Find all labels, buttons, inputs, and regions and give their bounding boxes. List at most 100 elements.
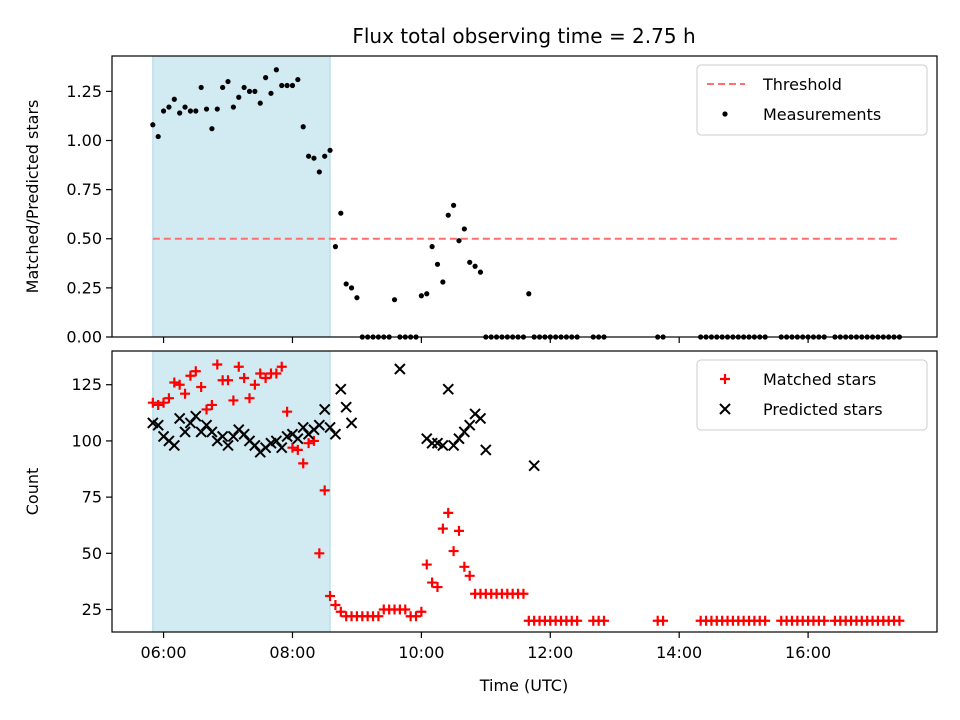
data-point — [400, 604, 411, 615]
data-point — [440, 279, 446, 285]
data-point — [477, 269, 484, 275]
y-tick-label: 1.00 — [66, 131, 102, 150]
data-point — [289, 82, 296, 89]
data-point — [424, 291, 430, 297]
data-point — [155, 133, 161, 140]
data-point — [236, 94, 242, 100]
data-point — [426, 437, 438, 449]
data-point — [480, 444, 492, 456]
data-point — [212, 359, 223, 370]
legend-swatch — [720, 374, 730, 384]
bottom-panel: 25 50 75 100 125 06:00 08:00 10:00 12:00 14:00 16:… — [23, 350, 938, 662]
data-point — [222, 439, 234, 452]
y-tick-label: 1.25 — [66, 82, 102, 101]
data-point — [345, 417, 358, 429]
legend-label: Predicted stars — [763, 400, 883, 419]
data-point — [325, 591, 336, 602]
data-point — [448, 546, 459, 557]
data-point — [241, 84, 247, 91]
legend: Threshold Measurements — [696, 64, 928, 136]
x-tick-label: 08:00 — [269, 643, 315, 662]
data-point — [313, 419, 326, 431]
data-point — [173, 412, 186, 425]
data-point — [223, 375, 234, 386]
x-tick-label: 16:00 — [785, 643, 831, 662]
data-point — [292, 432, 304, 445]
data-point — [418, 293, 424, 299]
data-point — [526, 291, 532, 297]
data-point — [472, 263, 478, 269]
data-point — [572, 615, 583, 626]
y-tick-label: 0.50 — [66, 229, 102, 248]
data-point — [340, 401, 352, 413]
data-point — [168, 439, 181, 452]
y-tick-label: 0.25 — [66, 278, 102, 297]
data-point — [147, 397, 158, 408]
data-point — [461, 226, 467, 232]
data-point — [308, 435, 319, 446]
data-point — [158, 397, 169, 408]
data-point — [332, 244, 339, 250]
data-point — [282, 406, 293, 417]
data-point — [416, 606, 427, 617]
plot-frame — [111, 55, 938, 338]
data-point — [160, 108, 167, 114]
data-point — [464, 419, 476, 431]
data-point — [442, 383, 454, 395]
data-point — [263, 75, 269, 81]
data-point — [255, 368, 266, 379]
y-tick-label: 100 — [71, 431, 102, 450]
legend-label: Threshold — [762, 75, 842, 94]
y-tick-label: 0.75 — [66, 180, 102, 199]
y-tick-label: 75 — [82, 488, 102, 507]
data-point — [284, 82, 290, 89]
data-point — [456, 238, 462, 244]
data-point — [292, 444, 303, 455]
data-point — [193, 108, 199, 114]
data-point — [271, 368, 282, 379]
data-point — [391, 297, 398, 303]
data-point — [894, 615, 905, 626]
data-point — [273, 67, 279, 73]
data-point — [276, 361, 287, 372]
data-point — [152, 419, 164, 431]
highlight-band — [152, 55, 331, 338]
data-point — [187, 108, 194, 114]
data-point — [203, 106, 210, 112]
data-point — [177, 110, 183, 116]
data-point — [322, 153, 328, 159]
data-point — [421, 559, 432, 570]
data-point — [209, 126, 215, 132]
data-point — [216, 430, 229, 443]
data-point — [268, 90, 274, 96]
data-point — [260, 372, 271, 383]
data-point — [445, 212, 451, 218]
data-point — [658, 615, 669, 626]
legend-label: Matched stars — [763, 370, 876, 389]
legend-box — [696, 64, 928, 136]
data-point — [598, 615, 609, 626]
data-point — [316, 169, 322, 175]
top-panel: 0.00 0.25 0.50 0.75 1.00 1.25 Matched/Predicte… — [23, 55, 938, 347]
data-point — [760, 615, 771, 626]
data-point — [220, 84, 226, 91]
data-point — [180, 388, 191, 399]
data-point — [427, 577, 438, 588]
data-point — [233, 361, 244, 372]
data-point — [437, 439, 449, 452]
data-point — [153, 399, 164, 410]
data-point — [314, 548, 325, 559]
data-point — [239, 372, 250, 383]
data-point — [354, 295, 360, 301]
data-point — [459, 561, 470, 572]
y-tick-label: 25 — [82, 600, 102, 619]
data-point — [182, 104, 188, 110]
data-point — [249, 379, 260, 390]
data-point — [196, 381, 207, 392]
data-point — [300, 124, 306, 130]
data-point — [214, 106, 220, 112]
data-point — [348, 285, 355, 291]
y-tick-label: 125 — [71, 375, 102, 394]
data-point — [373, 611, 384, 622]
